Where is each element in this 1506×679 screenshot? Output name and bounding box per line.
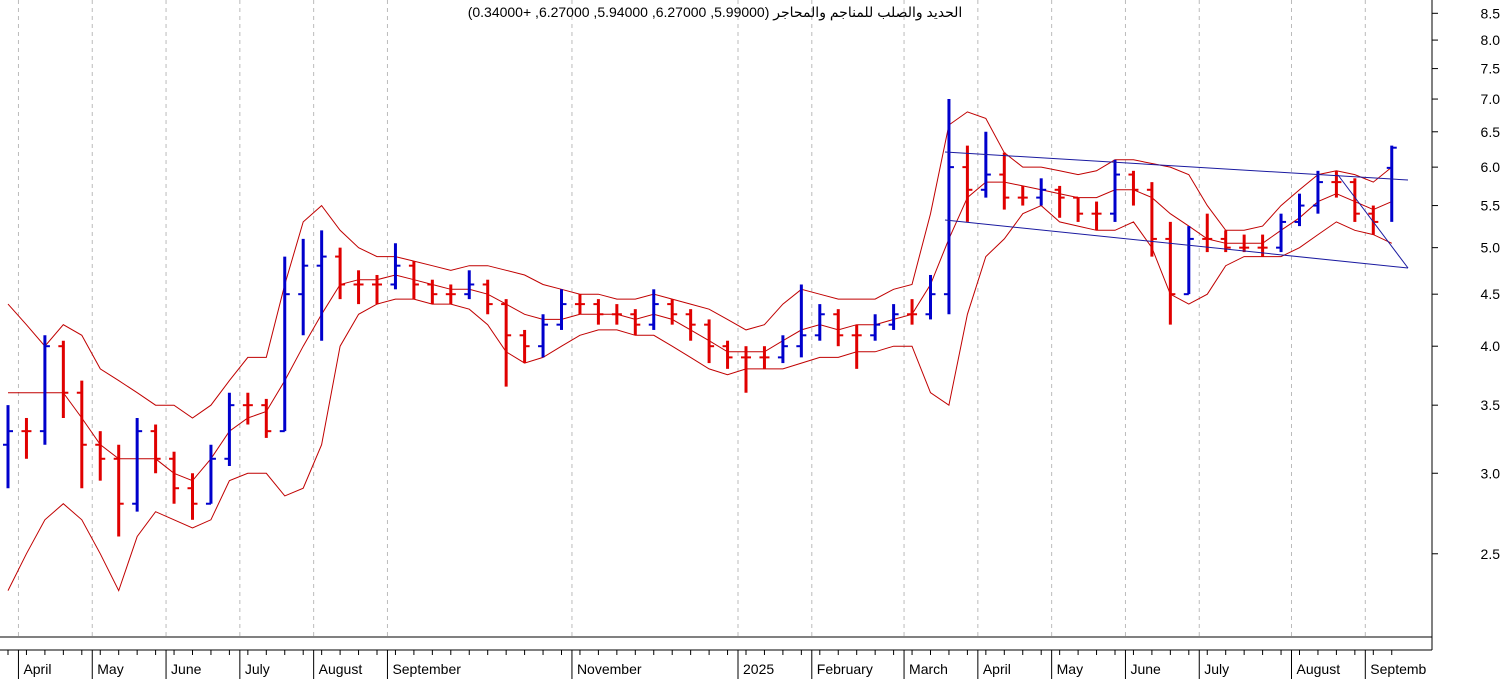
trend-line-diagonal — [1337, 174, 1409, 269]
x-tick-label: March — [909, 661, 948, 677]
y-tick-label: 5.5 — [1481, 198, 1501, 214]
x-tick-label: May — [1057, 661, 1083, 677]
y-tick-label: 6.5 — [1481, 124, 1501, 140]
y-tick-label: 4.0 — [1481, 338, 1501, 354]
x-tick-label: June — [1130, 661, 1161, 677]
x-tick-label: August — [319, 661, 363, 677]
y-tick-label: 3.0 — [1481, 465, 1501, 481]
x-tick-label: February — [817, 661, 873, 677]
trend-line-lower — [944, 219, 1409, 269]
grid — [17, 0, 1366, 637]
axes: 2.5 3.0 3.5 4.0 4.5 5.0 5.5 6.0 6.5 7.0 7.5 8.0 8.5 A… — [7, 5, 1501, 679]
y-tick-label: 4.5 — [1481, 286, 1501, 302]
trend-line-upper — [944, 151, 1409, 181]
x-tick-label: August — [1297, 661, 1341, 677]
y-tick-label: 6.0 — [1481, 159, 1501, 175]
price-bars — [3, 99, 1397, 537]
y-tick-label: 8.5 — [1481, 5, 1501, 21]
x-tick-label: November — [577, 661, 642, 677]
y-tick-label: 5.0 — [1481, 240, 1501, 256]
y-tick-label: 8.0 — [1481, 32, 1501, 48]
x-tick-label: 2025 — [743, 661, 774, 677]
chart-title: الحديد والصلب للمناجم والمحاجر (5.99000,… — [468, 4, 963, 21]
band-line — [8, 181, 1392, 482]
x-tick-label: September — [392, 661, 461, 677]
y-tick-label: 7.0 — [1481, 91, 1501, 107]
x-tick-label: July — [1204, 661, 1229, 677]
x-tick-label: April — [983, 661, 1011, 677]
x-tick-label: April — [23, 661, 51, 677]
x-tick-label: May — [97, 661, 123, 677]
x-tick-label: June — [171, 661, 202, 677]
y-tick-label: 3.5 — [1481, 397, 1501, 413]
x-tick-label: Septemb — [1370, 661, 1426, 677]
y-tick-label: 7.5 — [1481, 61, 1501, 77]
band-line — [7, 205, 1393, 592]
y-tick-label: 2.5 — [1481, 546, 1501, 562]
x-tick-label: July — [245, 661, 270, 677]
